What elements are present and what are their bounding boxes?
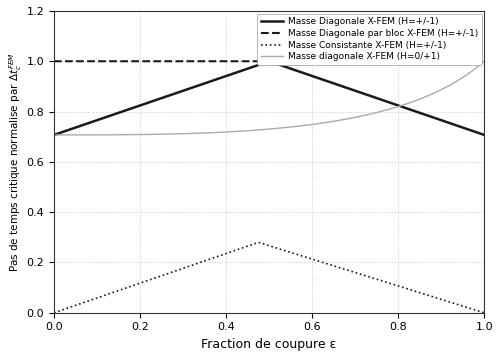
Y-axis label: Pas de temps critique normalise par $\Delta t_c^{FEM}$: Pas de temps critique normalise par $\De… [7,52,24,272]
Masse Diagonale par bloc X-FEM (H=+/-1) [481,59,487,63]
X-axis label: Fraction de coupure ε: Fraction de coupure ε [202,338,336,351]
Masse diagonale X-FEM (H=0/+1) [468,69,474,73]
Masse Diagonale X-FEM (H=+/-1) [51,133,57,137]
Masse Diagonale par bloc X-FEM (H=+/-1) [51,59,57,63]
Masse Diagonale par bloc X-FEM (H=+/-1) [249,59,255,63]
Masse Consistante X-FEM (H=+/-1) [260,242,266,246]
Masse Consistante X-FEM (H=+/-1) [469,307,475,311]
Masse Diagonale X-FEM (H=+/-1) [249,65,255,69]
Masse diagonale X-FEM (H=0/+1) [481,59,487,63]
Masse Diagonale X-FEM (H=+/-1) [260,61,266,66]
Masse Consistante X-FEM (H=+/-1) [249,242,255,247]
Masse diagonale X-FEM (H=0/+1) [260,127,266,132]
Masse Diagonale X-FEM (H=+/-1) [469,129,475,133]
Masse diagonale X-FEM (H=0/+1) [390,106,396,110]
Masse Consistante X-FEM (H=+/-1) [390,282,396,286]
Masse Diagonale X-FEM (H=+/-1) [266,59,272,63]
Masse Consistante X-FEM (H=+/-1) [469,307,475,311]
Masse Diagonale par bloc X-FEM (H=+/-1) [73,59,79,63]
Masse Consistante X-FEM (H=+/-1) [256,240,262,245]
Masse diagonale X-FEM (H=0/+1) [73,133,79,137]
Masse Diagonale par bloc X-FEM (H=+/-1) [468,59,474,63]
Masse Diagonale par bloc X-FEM (H=+/-1) [260,59,266,63]
Masse Diagonale X-FEM (H=+/-1) [469,129,475,133]
Line: Masse Consistante X-FEM (H=+/-1): Masse Consistante X-FEM (H=+/-1) [54,242,484,313]
Line: Masse diagonale X-FEM (H=0/+1): Masse diagonale X-FEM (H=0/+1) [54,61,484,135]
Masse diagonale X-FEM (H=0/+1) [249,128,255,132]
Masse Consistante X-FEM (H=+/-1) [481,311,487,315]
Masse Diagonale X-FEM (H=+/-1) [390,102,396,106]
Masse Diagonale par bloc X-FEM (H=+/-1) [469,59,475,63]
Masse Consistante X-FEM (H=+/-1) [51,311,57,315]
Masse diagonale X-FEM (H=0/+1) [469,69,475,73]
Masse diagonale X-FEM (H=0/+1) [51,133,57,137]
Masse Diagonale X-FEM (H=+/-1) [481,133,487,137]
Legend: Masse Diagonale X-FEM (H=+/-1), Masse Diagonale par bloc X-FEM (H=+/-1), Masse C: Masse Diagonale X-FEM (H=+/-1), Masse Di… [257,14,482,65]
Masse Diagonale X-FEM (H=+/-1) [73,125,79,130]
Masse Diagonale par bloc X-FEM (H=+/-1) [390,59,396,63]
Masse Consistante X-FEM (H=+/-1) [73,303,79,308]
Line: Masse Diagonale X-FEM (H=+/-1): Masse Diagonale X-FEM (H=+/-1) [54,61,484,135]
